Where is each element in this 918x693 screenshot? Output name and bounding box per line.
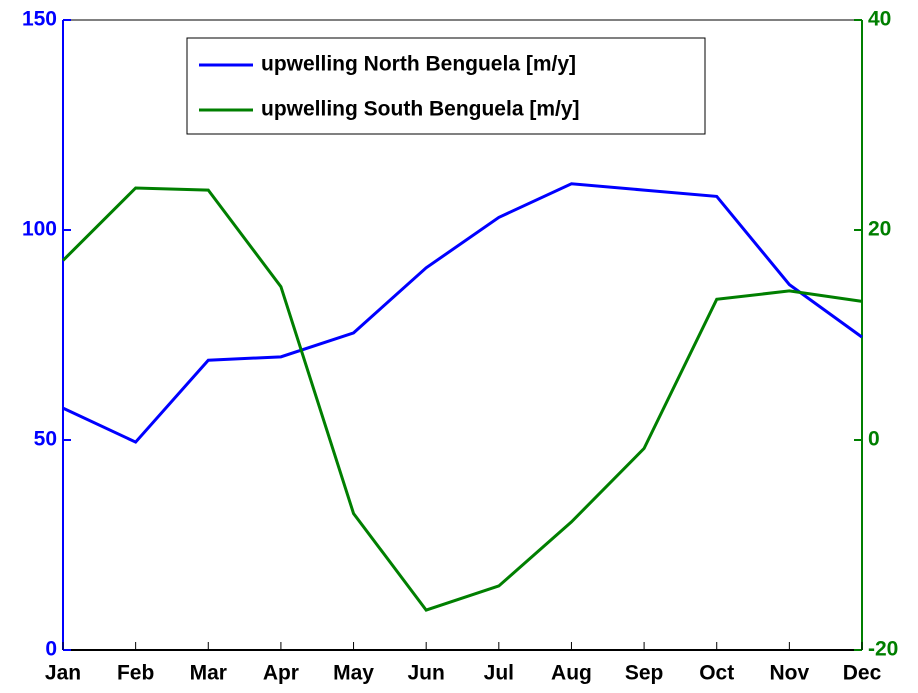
- x-tick-label: Apr: [263, 662, 299, 685]
- data-line: [61, 186, 863, 612]
- data-line: [62, 182, 863, 444]
- x-tick-label: Jun: [408, 662, 445, 685]
- x-tick-label: Sep: [625, 662, 664, 685]
- y-tick-label: 100: [22, 218, 57, 241]
- x-tick-label: Jul: [484, 662, 514, 685]
- x-tick-label: Dec: [843, 662, 882, 685]
- y2-tick-label: 20: [868, 218, 891, 241]
- y-tick-label: 0: [45, 638, 57, 661]
- x-tick-label: Mar: [190, 662, 227, 685]
- x-tick-label: Feb: [117, 662, 154, 685]
- x-tick-label: Jan: [45, 662, 81, 685]
- x-tick-label: May: [333, 662, 374, 685]
- y2-tick-label: -20: [868, 638, 898, 661]
- legend-box: [186, 37, 706, 135]
- x-tick-label: Nov: [770, 662, 810, 685]
- legend-label: upwelling South Benguela [m/y]: [261, 98, 580, 121]
- x-tick-label: Oct: [699, 662, 734, 685]
- x-tick-label: Aug: [551, 662, 592, 685]
- y2-tick-label: 0: [868, 428, 880, 451]
- legend-label: upwelling North Benguela [m/y]: [261, 53, 576, 76]
- y-tick-label: 150: [22, 8, 57, 31]
- y-tick-label: 50: [34, 428, 57, 451]
- y2-tick-label: 40: [868, 8, 891, 31]
